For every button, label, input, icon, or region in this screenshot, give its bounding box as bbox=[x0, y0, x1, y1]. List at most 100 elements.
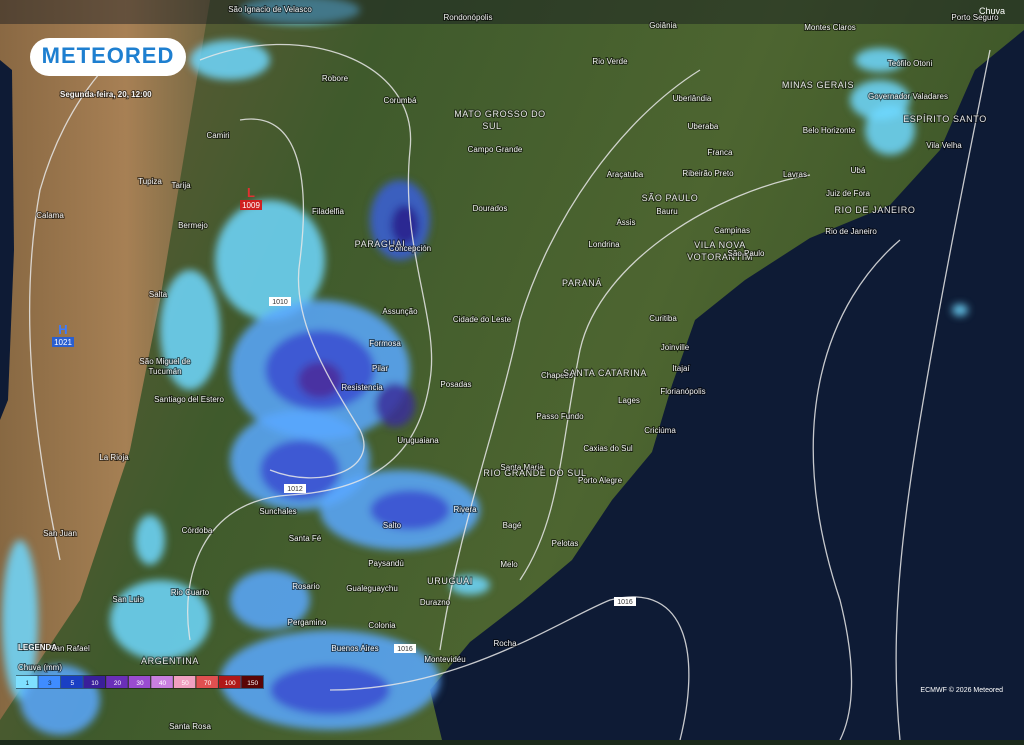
city-label: Corumbá bbox=[384, 96, 417, 105]
city-label: Rocha bbox=[493, 639, 517, 648]
city-label: Salta bbox=[149, 290, 168, 299]
city-label: Rio Cuarto bbox=[171, 588, 210, 597]
city-label: Bermejo bbox=[178, 221, 208, 230]
rain-layer bbox=[2, 0, 968, 735]
region-label: PARANÁ bbox=[562, 278, 602, 288]
isobar-label-box bbox=[269, 297, 291, 306]
city-label: Tupiza bbox=[138, 177, 162, 186]
pacific bbox=[0, 60, 14, 420]
city-label: Teófilo Otoni bbox=[888, 59, 933, 68]
rain-area bbox=[230, 570, 310, 630]
legend-swatch bbox=[218, 676, 241, 688]
city-label: Resistencia bbox=[341, 383, 383, 392]
city-label: Rosario bbox=[292, 582, 320, 591]
city-label: Santa Maria bbox=[500, 463, 544, 472]
credit: ECMWF © 2026 Meteored bbox=[920, 686, 1003, 694]
legend-swatch bbox=[173, 676, 196, 688]
city-label: San Juan bbox=[43, 529, 77, 538]
legend-step: 5 bbox=[71, 680, 75, 687]
city-label: Cidade do Leste bbox=[453, 315, 512, 324]
city-label: Chapecó bbox=[541, 371, 574, 380]
high-box bbox=[52, 337, 74, 347]
city-label: Ribeirão Preto bbox=[682, 169, 734, 178]
city-label: Rivera bbox=[453, 505, 477, 514]
city-label: Criciúma bbox=[644, 426, 676, 435]
city-label: Joinville bbox=[661, 343, 690, 352]
city-label: Rio Verde bbox=[592, 57, 628, 66]
city-label: Uberlândia bbox=[673, 94, 712, 103]
rain-area bbox=[952, 304, 968, 316]
city-label: Itajaí bbox=[672, 364, 690, 373]
legend-step: 70 bbox=[204, 680, 212, 687]
city-label: Dourados bbox=[473, 204, 508, 213]
rain-area bbox=[190, 40, 270, 80]
legend-swatch bbox=[106, 676, 128, 688]
isobar bbox=[895, 49, 991, 741]
region-label: SÃO PAULO bbox=[642, 193, 699, 203]
city-label: Belo Horizonte bbox=[803, 126, 856, 135]
legend-step: 10 bbox=[91, 680, 99, 687]
city-label: Pilar bbox=[372, 364, 388, 373]
legend-step: 1 bbox=[25, 680, 29, 687]
city-label: Salto bbox=[383, 521, 402, 530]
isobar bbox=[187, 43, 433, 641]
region-label: RIO DE JANEIRO bbox=[835, 205, 916, 215]
city-label: Córdoba bbox=[182, 526, 213, 535]
ocean bbox=[430, 30, 1024, 740]
legend-swatch bbox=[38, 676, 61, 688]
city-label: São Ignacio de Velasco bbox=[228, 5, 312, 14]
city-label: Paysandú bbox=[368, 559, 404, 568]
legend: LEGENDA Chuva (mm) 1 3 5 10 20 30 40 50 70 100 150 bbox=[16, 642, 264, 689]
legend-swatch bbox=[16, 676, 38, 688]
city-label: São Miguel de bbox=[139, 357, 191, 366]
city-label: Concepción bbox=[389, 244, 431, 253]
legend-step: 30 bbox=[136, 680, 144, 687]
region-label: SUL bbox=[482, 121, 501, 131]
low-value: 1009 bbox=[242, 201, 260, 210]
legend-step: 150 bbox=[247, 680, 258, 687]
legend-step: 40 bbox=[159, 680, 167, 687]
rain-area bbox=[375, 383, 415, 427]
city-label: Robore bbox=[322, 74, 349, 83]
legend-step: 100 bbox=[225, 680, 236, 687]
legend-step: 50 bbox=[181, 680, 189, 687]
isobars bbox=[28, 39, 991, 741]
low-box bbox=[240, 200, 262, 210]
isobar bbox=[519, 174, 811, 581]
city-label: Franca bbox=[708, 148, 733, 157]
city-label: Rio de Janeiro bbox=[825, 227, 877, 236]
isobar-label-box bbox=[284, 484, 306, 493]
legend-title: LEGENDA bbox=[18, 643, 57, 652]
city-label: Campo Grande bbox=[468, 145, 523, 154]
city-label: San Rafael bbox=[50, 644, 90, 653]
isobar bbox=[329, 596, 690, 741]
city-label: Bagé bbox=[503, 521, 522, 530]
city-label: Uberaba bbox=[688, 122, 719, 131]
isobar-label: 1016 bbox=[617, 599, 633, 606]
legend-step: 20 bbox=[114, 680, 122, 687]
city-label: Colonia bbox=[368, 621, 396, 630]
city-label: San Luis bbox=[112, 595, 143, 604]
datetime: Segunda-feira, 20, 12:00 bbox=[60, 90, 152, 99]
isobar-label-box bbox=[394, 644, 416, 653]
legend-swatch bbox=[83, 676, 106, 688]
city-label: Passo Fundo bbox=[536, 412, 584, 421]
rain-area bbox=[240, 0, 360, 24]
low-symbol: L bbox=[247, 185, 255, 200]
city-label: Rondonópolis bbox=[444, 13, 493, 22]
region-label: RIO GRANDE DO SUL bbox=[483, 468, 586, 478]
city-label: Uruguaiana bbox=[397, 436, 439, 445]
city-label: Santiago del Estero bbox=[154, 395, 224, 404]
layer-label: Chuva bbox=[979, 6, 1005, 16]
logo: METEORED bbox=[42, 43, 175, 68]
high-symbol: H bbox=[58, 322, 67, 337]
rain-area bbox=[135, 515, 165, 565]
city-label: Durazno bbox=[420, 598, 451, 607]
city-label: Londrina bbox=[588, 240, 620, 249]
city-label: Juiz de Fora bbox=[826, 189, 871, 198]
rain-area bbox=[298, 362, 342, 398]
rain-area bbox=[110, 580, 210, 660]
city-label: Calama bbox=[36, 211, 64, 220]
region-label: MATO GROSSO DO bbox=[454, 109, 546, 119]
city-label: Filadelfia bbox=[312, 207, 345, 216]
